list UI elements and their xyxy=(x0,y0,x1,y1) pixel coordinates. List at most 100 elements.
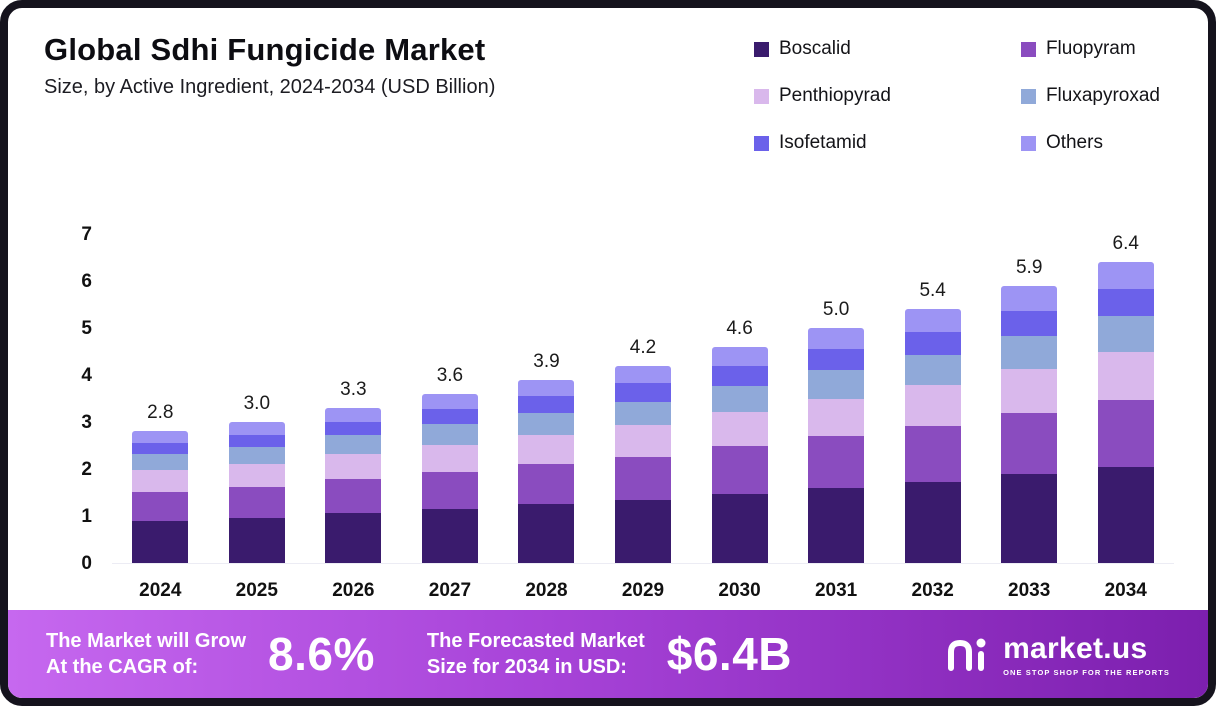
bar-segment-boscalid xyxy=(421,508,478,563)
bar-total-label: 3.3 xyxy=(340,378,367,400)
bar-column: 5.9 xyxy=(981,257,1078,563)
bar-segment-isofetamid xyxy=(615,383,671,402)
bar-segment-penthiopyrad xyxy=(1097,352,1154,401)
y-tick-label: 6 xyxy=(81,271,92,292)
bar-column: 3.6 xyxy=(402,365,499,563)
legend-label: Boscalid xyxy=(778,38,851,59)
bar-segment-fluxapyroxad xyxy=(1097,316,1154,353)
bar-segment-others xyxy=(228,422,285,435)
stacked-bar xyxy=(615,365,671,563)
bar-segment-others xyxy=(615,365,671,384)
bar-segment-isofetamid xyxy=(1097,289,1154,317)
x-tick-label: 2032 xyxy=(911,580,954,601)
legend-item-fluopyram: Fluopyram xyxy=(1020,38,1160,60)
bar-segment-penthiopyrad xyxy=(904,385,961,426)
legend-item-penthiopyrad: Penthiopyrad xyxy=(753,85,891,107)
y-tick-label: 3 xyxy=(81,412,92,433)
bar-segment-fluopyram xyxy=(904,425,961,482)
bar-segment-fluopyram xyxy=(1097,400,1154,467)
bar-segment-fluxapyroxad xyxy=(518,412,575,435)
x-tick-label: 2029 xyxy=(621,580,665,601)
bar-segment-penthiopyrad xyxy=(421,444,478,472)
bar-segment-penthiopyrad xyxy=(518,434,575,464)
chart-title: Global Sdhi Fungicide Market xyxy=(44,32,486,67)
x-tick-label: 2027 xyxy=(428,580,472,601)
stacked-bar xyxy=(711,346,768,563)
bar-segment-isofetamid xyxy=(132,442,189,455)
x-axis: 2024 2025 2026 2027 2028 2029 2030 2031 2032 2033… xyxy=(112,580,1174,602)
legend-swatch xyxy=(1020,41,1036,57)
bar-segment-boscalid xyxy=(132,520,189,563)
bar-segment-boscalid xyxy=(711,493,768,563)
brand-text: market.us ONE STOP SHOP FOR THE REPORTS xyxy=(1003,632,1170,677)
bar-segment-fluopyram xyxy=(421,471,478,509)
bar-segment-isofetamid xyxy=(421,408,478,425)
stacked-bar xyxy=(1097,262,1154,563)
bar-segment-penthiopyrad xyxy=(615,425,671,457)
bar-column: 2.8 xyxy=(112,402,209,563)
bar-segment-penthiopyrad xyxy=(132,470,189,492)
bar-segment-penthiopyrad xyxy=(325,453,382,479)
bar-segment-isofetamid xyxy=(808,349,865,371)
bar-column: 5.4 xyxy=(884,280,981,563)
legend-swatch xyxy=(753,41,769,57)
bar-segment-others xyxy=(904,309,961,332)
bar-segment-others xyxy=(1097,262,1154,290)
stacked-bar xyxy=(421,393,478,563)
legend-swatch xyxy=(1020,88,1036,104)
bar-segment-penthiopyrad xyxy=(228,464,285,487)
y-tick-label: 7 xyxy=(81,224,92,245)
bar-segment-fluopyram xyxy=(132,491,189,521)
legend-label: Fluxapyroxad xyxy=(1045,85,1160,106)
bar-column: 6.4 xyxy=(1077,233,1174,563)
stacked-bar xyxy=(1001,285,1058,563)
bars-row: 2.8 3.0 3.3 3.6 3.9 4.2 4.6 5.0 5.4 5.9 6.4 xyxy=(112,184,1174,564)
y-tick-label: 2 xyxy=(81,459,92,480)
bar-segment-boscalid xyxy=(1001,474,1058,563)
bar-column: 5.0 xyxy=(788,299,885,563)
bar-total-label: 5.0 xyxy=(822,299,850,321)
legend-item-fluxapyroxad: Fluxapyroxad xyxy=(1020,85,1160,107)
bar-segment-others xyxy=(1001,285,1058,311)
x-tick-label: 2031 xyxy=(814,580,858,601)
bar-segment-fluopyram xyxy=(1001,413,1058,475)
bar-segment-fluxapyroxad xyxy=(615,401,671,426)
bar-segment-others xyxy=(421,393,478,409)
bar-segment-isofetamid xyxy=(228,434,285,448)
bar-segment-fluopyram xyxy=(808,436,865,488)
y-tick-label: 4 xyxy=(81,365,92,386)
bar-total-label: 4.6 xyxy=(726,317,753,339)
bar-segment-boscalid xyxy=(808,487,865,563)
legend-item-boscalid: Boscalid xyxy=(753,38,891,60)
x-tick-label: 2033 xyxy=(1008,580,1051,601)
chart-area: 0 1 2 3 4 5 6 7 2.8 3.0 3.3 3.6 3.9 4.2 4.6 5.0 5.4 5.9 6… xyxy=(8,154,1208,610)
stacked-bar xyxy=(518,379,575,563)
bar-total-label: 5.9 xyxy=(1015,256,1043,278)
bar-column: 3.9 xyxy=(498,351,595,563)
bar-segment-boscalid xyxy=(228,517,285,563)
plot-area: 2.8 3.0 3.3 3.6 3.9 4.2 4.6 5.0 5.4 5.9 6.4 2024 20… xyxy=(112,184,1174,610)
y-axis: 0 1 2 3 4 5 6 7 xyxy=(56,184,92,574)
stacked-bar xyxy=(228,422,285,563)
title-block: Global Sdhi Fungicide Market Size, by Ac… xyxy=(44,32,495,99)
bar-segment-others xyxy=(518,379,575,397)
bar-segment-isofetamid xyxy=(1001,310,1058,336)
bar-segment-isofetamid xyxy=(711,366,768,386)
bar-segment-boscalid xyxy=(325,513,382,563)
stacked-bar xyxy=(808,328,865,563)
bar-segment-isofetamid xyxy=(904,331,961,355)
x-tick-label: 2026 xyxy=(332,580,375,601)
bar-segment-fluopyram xyxy=(325,478,382,514)
bar-segment-fluxapyroxad xyxy=(325,435,382,454)
legend-label: Others xyxy=(1045,132,1103,153)
bar-segment-fluxapyroxad xyxy=(132,454,189,471)
legend-item-isofetamid: Isofetamid xyxy=(753,132,891,154)
brand: market.us ONE STOP SHOP FOR THE REPORTS xyxy=(947,632,1170,677)
stacked-bar xyxy=(325,407,382,563)
bar-column: 4.2 xyxy=(595,337,692,563)
bar-segment-fluxapyroxad xyxy=(228,447,285,465)
bar-total-label: 3.6 xyxy=(436,364,464,386)
stacked-bar xyxy=(132,431,189,563)
bar-segment-boscalid xyxy=(615,500,671,563)
